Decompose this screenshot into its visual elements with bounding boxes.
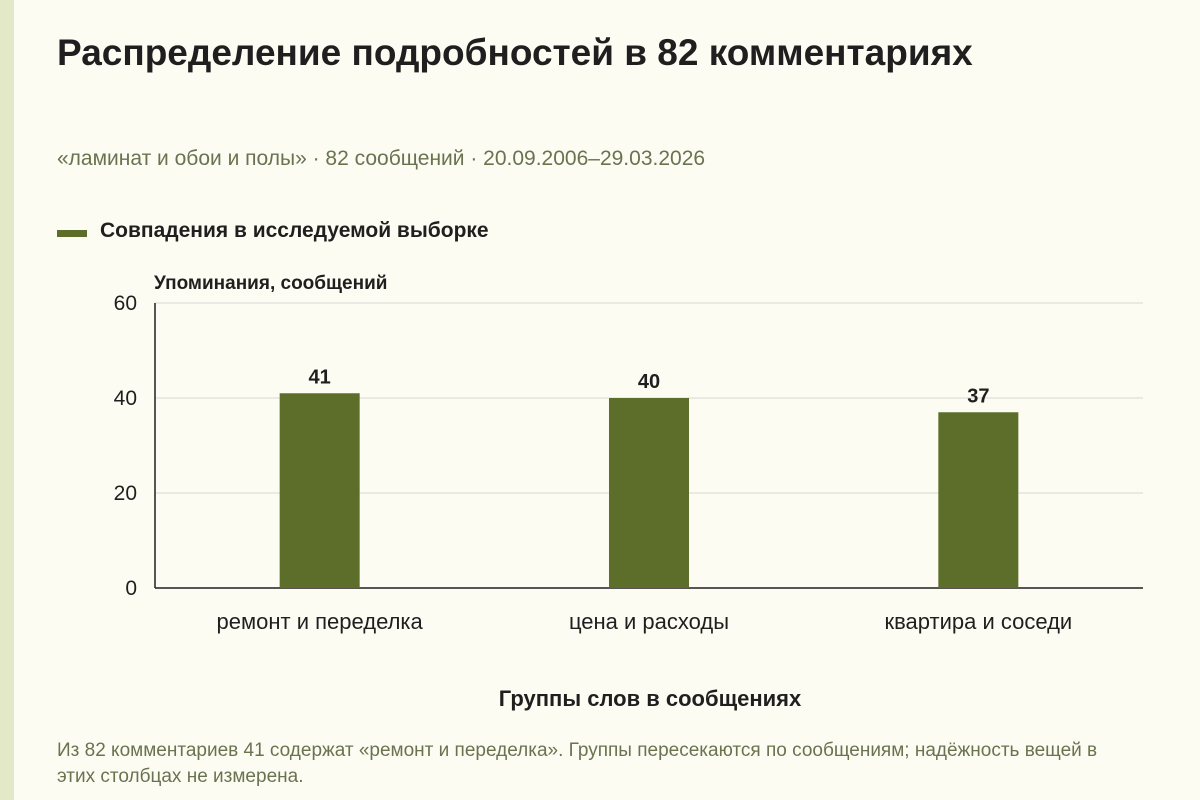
bar (279, 393, 360, 588)
y-axis-label: Упоминания, сообщений (154, 273, 388, 294)
legend: Совпадения в исследуемой выборке (57, 219, 489, 243)
legend-label: Совпадения в исследуемой выборке (100, 219, 489, 242)
bar (938, 412, 1019, 588)
left-accent-stripe (0, 0, 14, 800)
bar (609, 398, 689, 588)
y-tick-label: 0 (125, 577, 137, 600)
footnote: Из 82 комментариев 41 содержат «ремонт и… (57, 740, 1098, 787)
bar-value-label: 40 (638, 371, 660, 393)
legend-swatch (57, 229, 87, 237)
y-tick-label: 60 (114, 292, 137, 315)
y-tick-label: 40 (114, 387, 137, 410)
bar-value-label: 37 (967, 385, 989, 407)
x-tick-label: квартира и соседи (884, 609, 1072, 634)
x-tick-label: ремонт и переделка (217, 609, 424, 634)
bar-value-label: 41 (309, 366, 331, 388)
x-axis-label: Группы слов в сообщениях (498, 686, 802, 711)
chart-title: Распределение подробностей в 82 коммента… (57, 32, 973, 73)
chart-subtitle: «ламинат и обои и полы» · 82 сообщений ·… (57, 147, 706, 170)
y-tick-label: 20 (114, 482, 137, 505)
x-tick-label: цена и расходы (569, 609, 729, 634)
